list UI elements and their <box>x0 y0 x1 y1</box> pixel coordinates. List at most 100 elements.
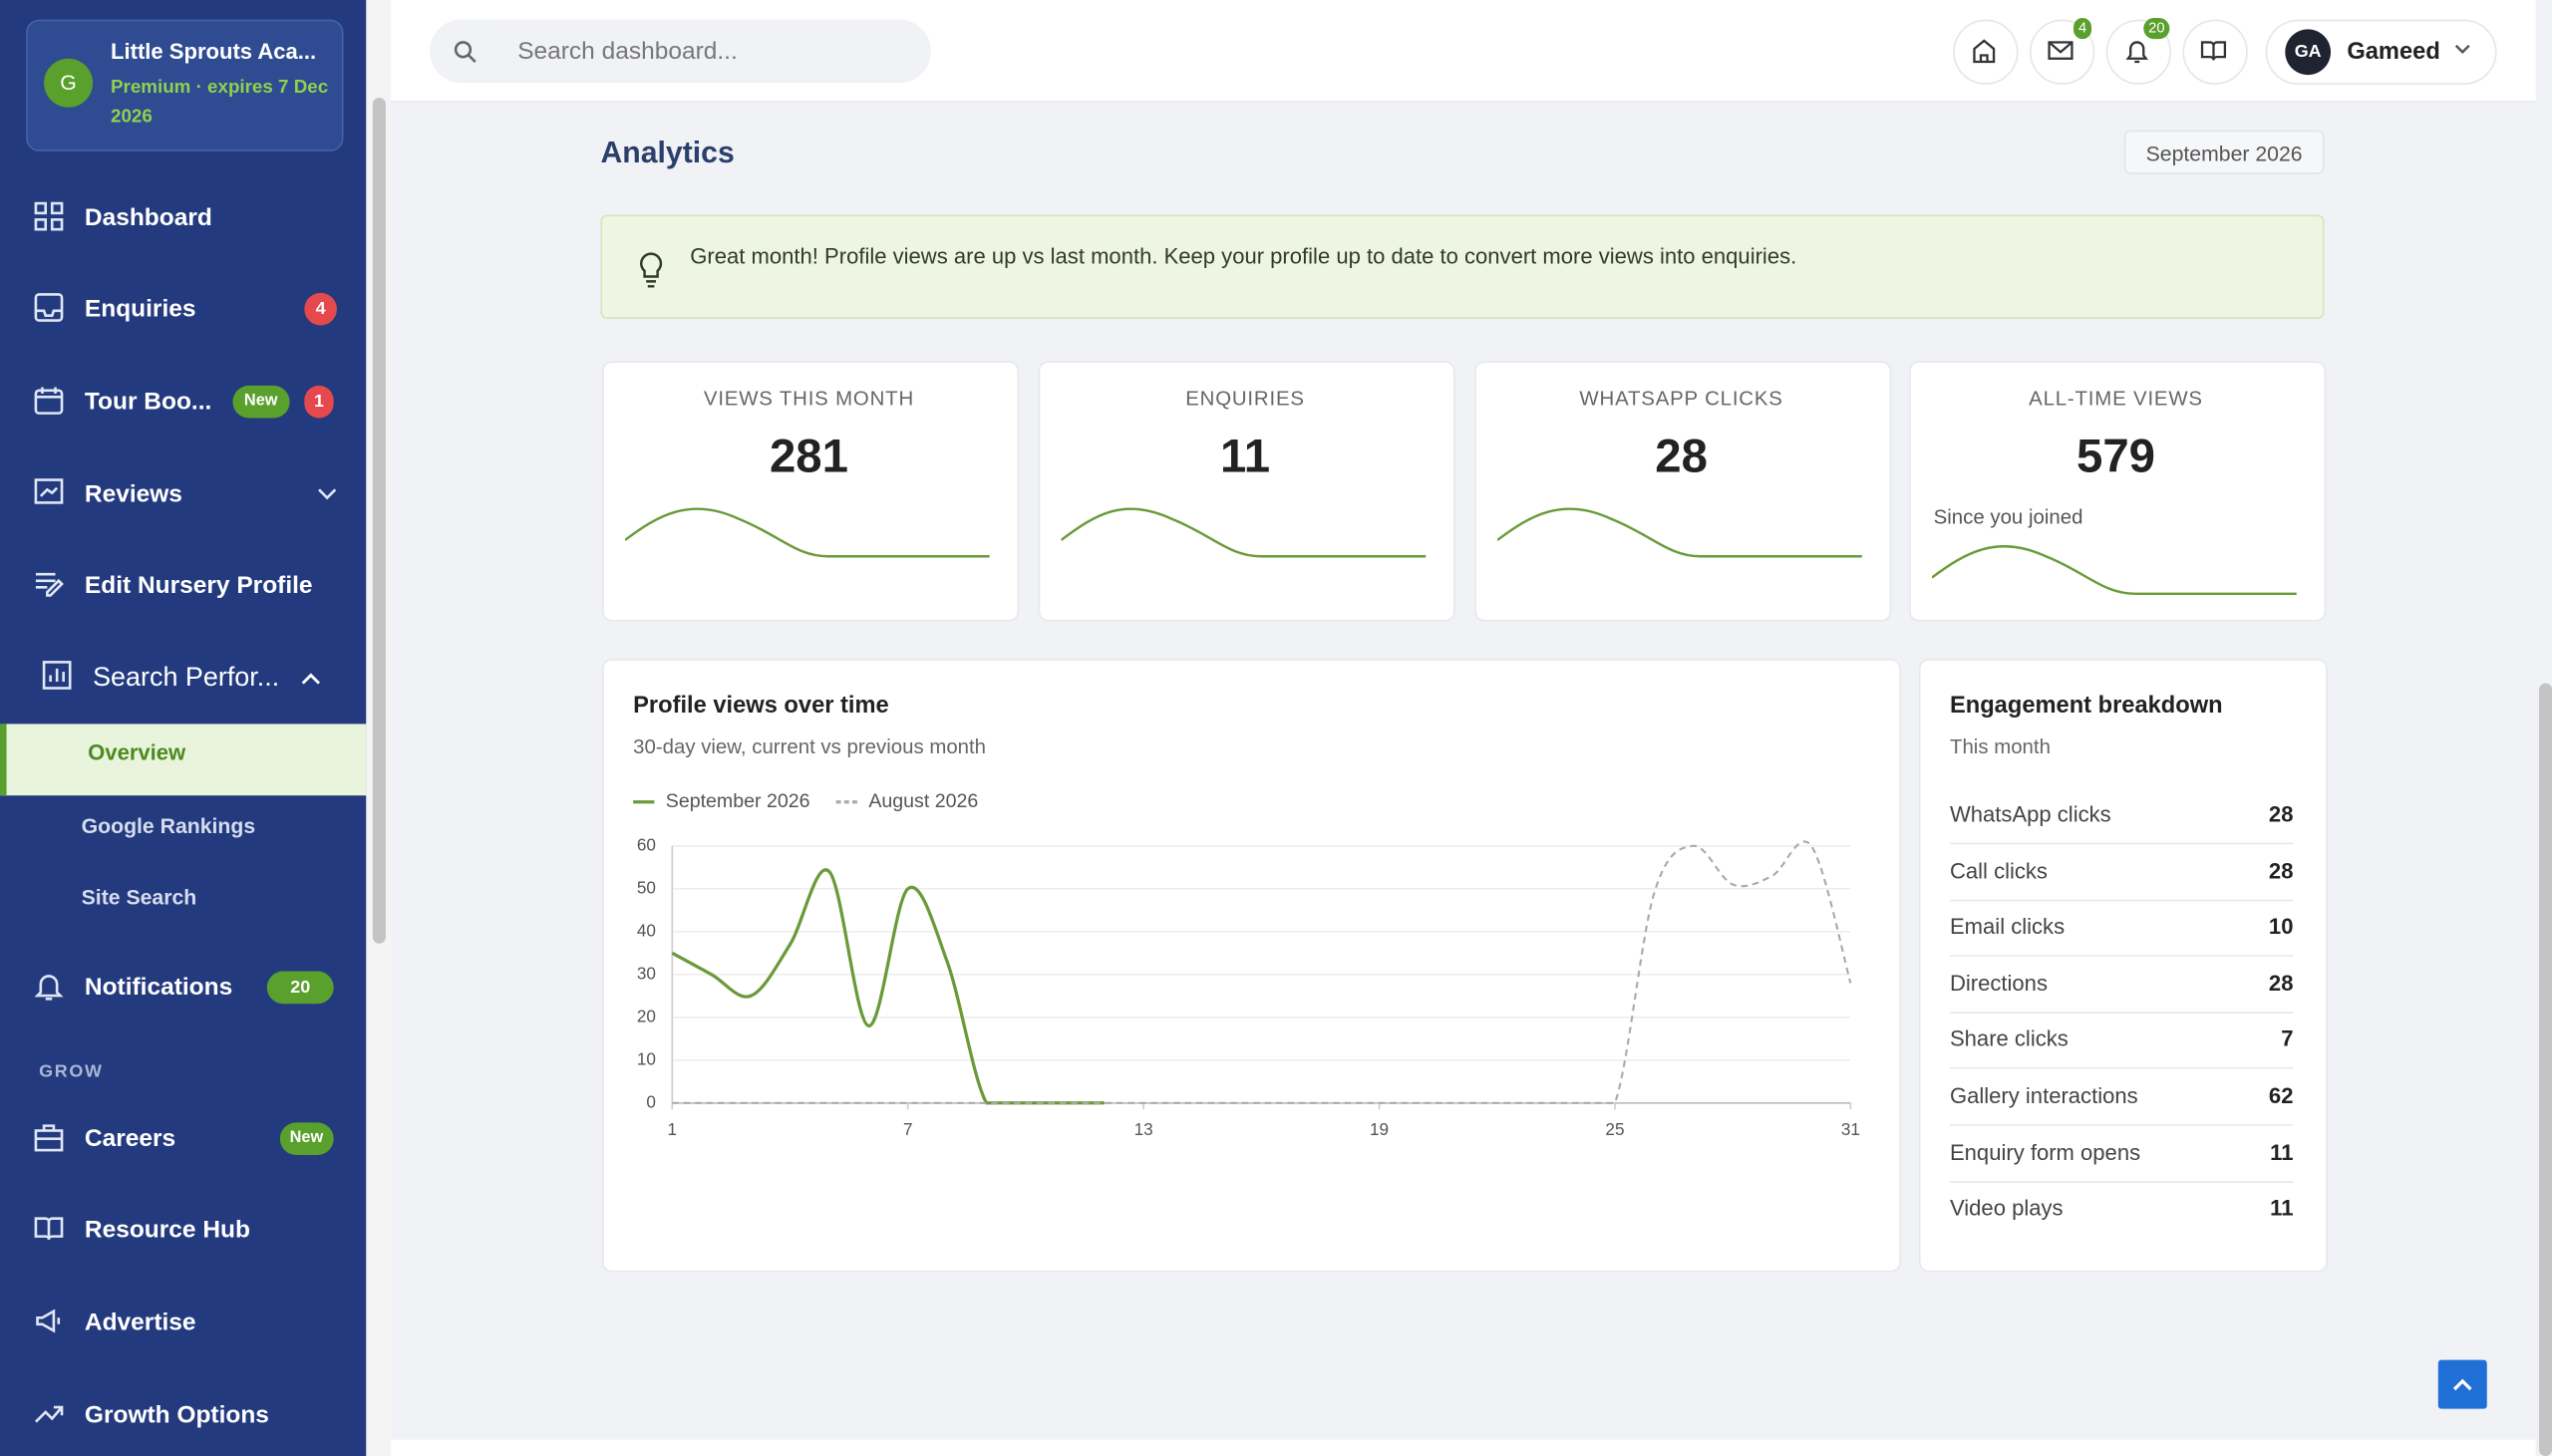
circle <box>454 41 473 59</box>
search-placeholder: Search dashboard... <box>517 37 738 66</box>
stat-label: WHATSAPP CLICKS <box>1579 387 1783 411</box>
badge: 1 <box>304 385 334 419</box>
engagement-label: Email clicks <box>1949 914 2066 940</box>
series-line <box>672 840 1852 1104</box>
path <box>36 1309 61 1333</box>
footer <box>390 1439 2536 1456</box>
row-divider <box>1949 1180 2294 1183</box>
path <box>2454 44 2470 54</box>
rect <box>42 661 72 690</box>
engagement-value: 28 <box>2268 858 2294 883</box>
sparkline-path <box>1061 507 1427 558</box>
tag: New <box>279 1122 333 1156</box>
path <box>640 252 663 288</box>
menu-item[interactable]: Search Perfor... <box>93 663 280 693</box>
stat-card <box>1909 361 2327 622</box>
rect <box>50 201 64 215</box>
scrollbar-thumb[interactable] <box>372 97 386 944</box>
user-name: Gameed <box>2347 39 2440 66</box>
icon <box>2200 41 2227 61</box>
path <box>318 488 337 500</box>
rect <box>34 478 64 504</box>
engagement-label: Video plays <box>1949 1196 2064 1221</box>
page-title: Analytics <box>600 135 735 169</box>
menu-item[interactable]: Tour Boo... <box>84 388 212 417</box>
org-name: Little Sprouts Aca... <box>111 39 317 64</box>
menu-item[interactable]: Resource Hub <box>84 1216 250 1244</box>
path <box>1973 39 1996 64</box>
menu-item[interactable]: Careers <box>84 1124 176 1153</box>
engagement-label: WhatsApp clicks <box>1949 801 2111 827</box>
org-plan: Premium · expires 7 Dec 2026 <box>111 78 329 128</box>
scroll-top-button[interactable] <box>2437 1359 2487 1409</box>
menu-item[interactable]: Advertise <box>84 1309 196 1337</box>
icon <box>1973 39 1996 64</box>
icon <box>36 1309 61 1333</box>
sparkline-path <box>1932 544 2297 596</box>
path <box>49 668 65 682</box>
bulb-icon <box>640 252 663 288</box>
path <box>34 1217 64 1241</box>
submenu-item[interactable]: Site Search <box>81 885 197 910</box>
chevron <box>318 488 337 500</box>
row-divider <box>1949 1012 2294 1014</box>
active-item-bg[interactable] <box>0 724 367 796</box>
page-scrollbar[interactable] <box>2539 683 2552 1456</box>
path <box>2048 41 2074 54</box>
engagement-value: 7 <box>2281 1026 2294 1052</box>
icon <box>34 293 64 322</box>
path <box>35 309 63 317</box>
menu-item[interactable]: Reviews <box>84 480 182 509</box>
rect <box>34 389 64 415</box>
row-divider <box>1949 842 2294 845</box>
row-divider <box>1949 899 2294 901</box>
menu-item[interactable]: Enquiries <box>84 295 196 324</box>
engagement-label: Directions <box>1949 971 2048 996</box>
y-tick-label: 40 <box>637 920 656 940</box>
user-avatar: GA <box>2285 29 2332 76</box>
y-tick-label: 30 <box>637 963 656 983</box>
rect <box>34 1129 64 1152</box>
engagement-value: 10 <box>2268 914 2294 940</box>
menu-item[interactable]: Dashboard <box>84 203 212 232</box>
engagement-value: 28 <box>2268 971 2294 996</box>
path <box>39 486 59 497</box>
org-avatar: G <box>44 58 94 108</box>
stat-value: 281 <box>769 431 848 483</box>
path <box>34 975 64 1001</box>
chart-title: Profile views over time <box>633 693 889 720</box>
home-button[interactable] <box>1953 19 2019 85</box>
stat-label: ALL-TIME VIEWS <box>2029 387 2203 411</box>
legend-label: September 2026 <box>666 790 810 812</box>
search-box[interactable] <box>430 19 931 84</box>
icon <box>34 1405 64 1423</box>
sparkline <box>624 507 990 558</box>
icon <box>34 975 64 1001</box>
x-tick-label: 19 <box>1370 1119 1389 1139</box>
path <box>468 54 477 63</box>
y-tick-label: 10 <box>637 1048 656 1068</box>
icon <box>2452 1378 2472 1391</box>
chevron <box>301 673 321 685</box>
stat-label: VIEWS THIS MONTH <box>703 387 915 411</box>
submenu-item[interactable]: Google Rankings <box>81 813 256 838</box>
submenu-item[interactable]: Overview <box>88 739 186 765</box>
tag: New <box>232 385 289 419</box>
engagement-label: Call clicks <box>1949 858 2048 883</box>
badge: 20 <box>2143 17 2170 40</box>
path <box>35 387 63 399</box>
path <box>35 1124 63 1140</box>
engagement-value: 28 <box>2268 801 2294 827</box>
x-tick-label: 25 <box>1605 1119 1624 1139</box>
menu-item[interactable]: Notifications <box>84 973 233 1002</box>
month-pill[interactable]: September 2026 <box>2123 130 2325 174</box>
stat-value: 579 <box>2076 431 2156 483</box>
icon <box>34 1124 64 1152</box>
chevron <box>2454 44 2470 54</box>
menu-item[interactable]: Edit Nursery Profile <box>84 571 313 600</box>
icon <box>42 661 72 690</box>
menu-item[interactable]: Growth Options <box>84 1401 269 1430</box>
rect <box>2048 41 2074 60</box>
guide-button[interactable] <box>2182 19 2248 85</box>
